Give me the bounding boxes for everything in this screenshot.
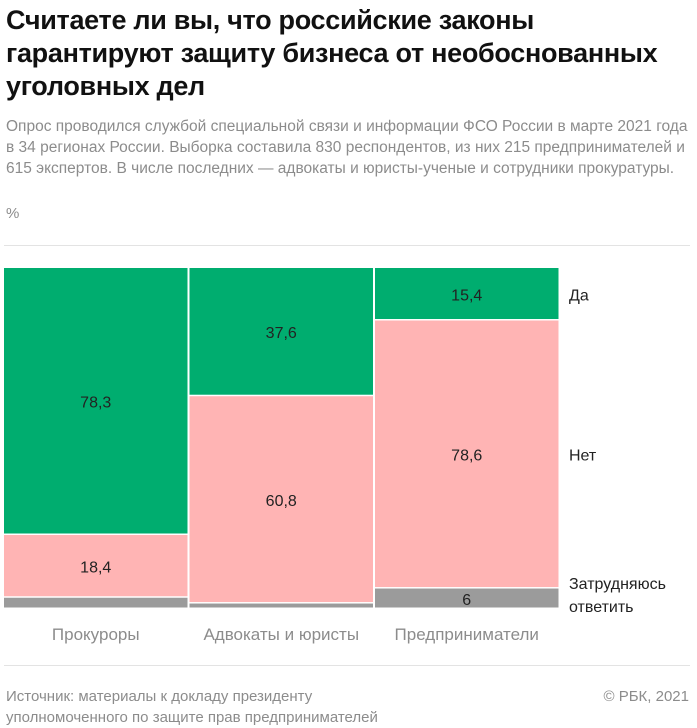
bar-segment-yes — [189, 268, 373, 395]
legend-unsure-line1: Затрудняюсь — [569, 576, 666, 593]
category-label: Адвокаты и юристы — [203, 625, 359, 644]
stacked-bar-chart: 78,3 18,4 Прокуроры 37,6 60,8 Адвокаты и юрис… — [4, 268, 666, 644]
bar-segment-no — [4, 535, 188, 597]
bottom-divider — [4, 665, 690, 666]
bar-segment-no — [375, 320, 559, 588]
bar-segment-no — [189, 396, 373, 603]
bar-segment-unsure — [189, 603, 373, 608]
copyright: © РБК, 2021 — [603, 688, 689, 705]
top-divider — [4, 245, 690, 246]
data-label: 60,8 — [266, 493, 297, 510]
category-label: Предприниматели — [395, 625, 539, 644]
bar-segment-yes — [375, 268, 559, 320]
legend-yes: Да — [569, 287, 589, 304]
chart-subtitle: Опрос проводился службой специальной свя… — [6, 118, 688, 177]
data-label: 78,3 — [80, 395, 111, 412]
unit-label: % — [6, 205, 20, 222]
legend-unsure-line2: ответить — [569, 599, 634, 616]
source-note: Источник: материалы к докладу президенту… — [6, 688, 378, 726]
category-label: Прокуроры — [52, 625, 140, 644]
data-label: 18,4 — [80, 559, 111, 576]
bar-segment-yes — [4, 268, 188, 534]
chart-title: Считаете ли вы, что российские законы га… — [6, 5, 658, 101]
data-label: 6 — [462, 592, 471, 609]
legend-no: Нет — [569, 448, 597, 465]
data-label: 37,6 — [266, 325, 297, 342]
bar-segment-unsure — [4, 597, 188, 608]
bar-segment-unsure — [375, 588, 559, 608]
data-label: 78,6 — [451, 448, 482, 465]
data-label: 15,4 — [451, 287, 482, 304]
